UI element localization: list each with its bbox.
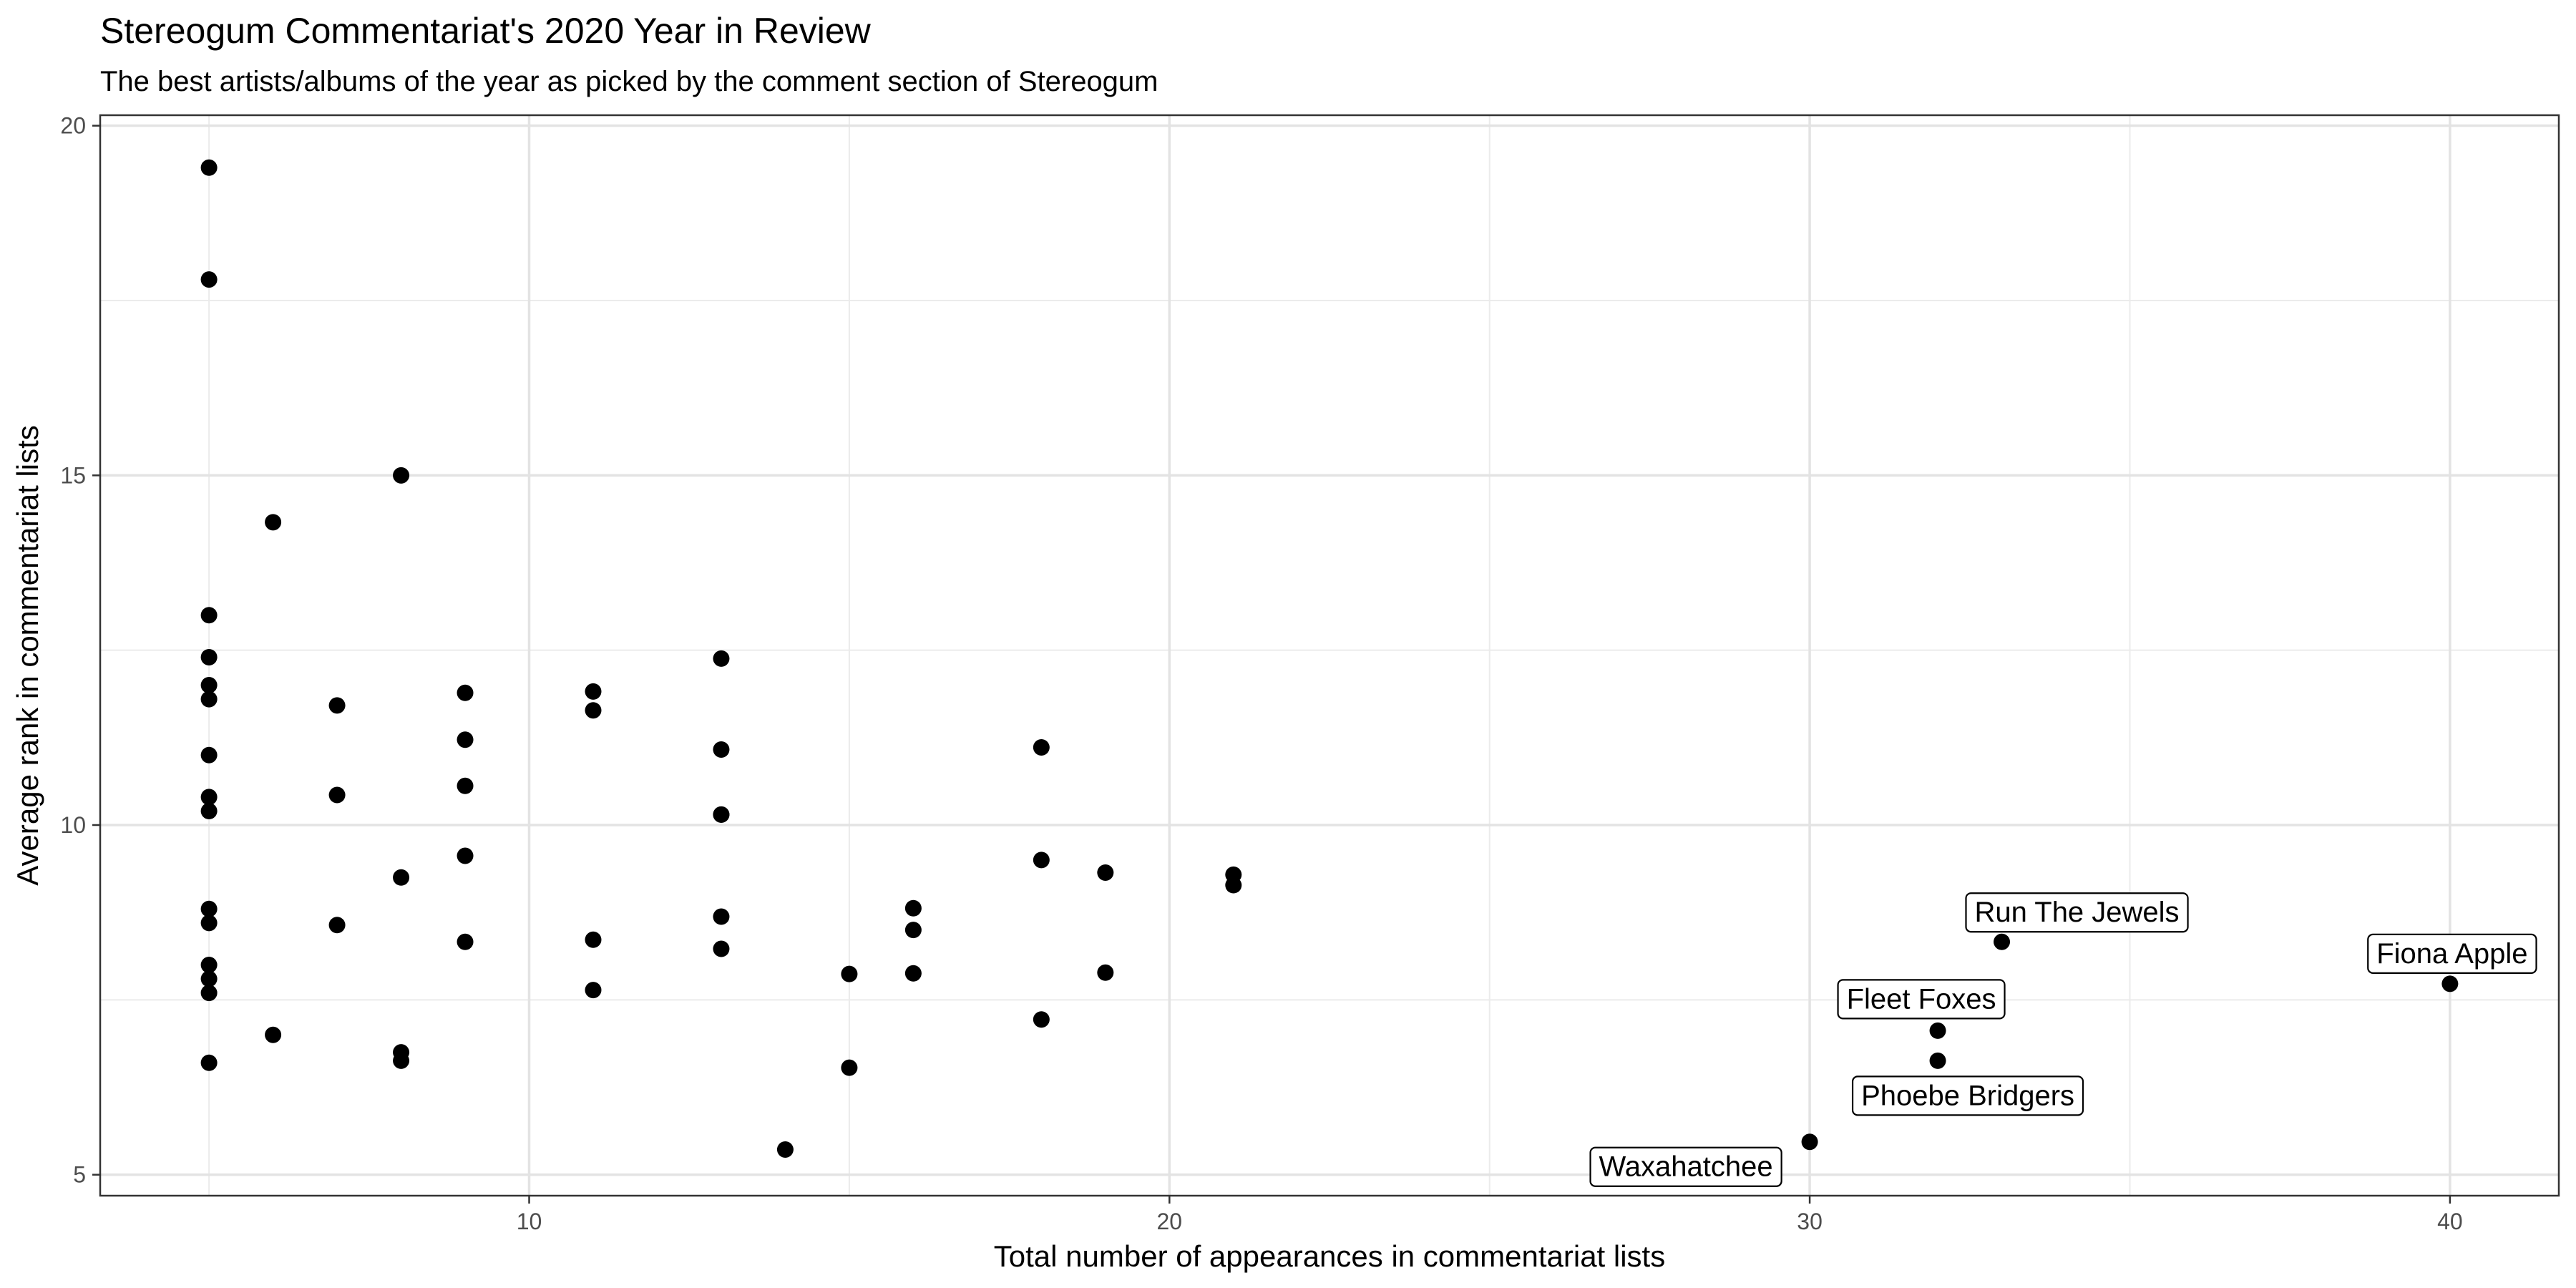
data-point [713,741,730,758]
data-point [328,697,346,714]
x-axis: 10 20 30 40 [517,1196,2463,1234]
labels-layer: Run The Jewels Fiona Apple Fleet Foxes Phoe… [1589,892,2537,1187]
data-point [585,702,602,719]
x-tick-label: 10 [517,1209,542,1234]
data-point [200,607,218,624]
data-point [200,691,218,708]
data-point [200,914,218,932]
y-tick-label: 5 [73,1162,86,1188]
data-point [393,467,410,484]
data-point [1033,1011,1050,1028]
data-point [904,965,922,982]
data-point [265,1026,282,1043]
data-point [200,159,218,176]
data-point [841,965,858,982]
data-point [328,917,346,934]
data-point [200,985,218,1002]
data-point [776,1141,794,1158]
y-axis-title: Average rank in commentariat lists [11,425,44,886]
point-label-box [1837,979,2006,1020]
data-point [457,731,474,748]
point-label: Run The Jewels [1965,892,2189,933]
point-label-text: Run The Jewels [1974,897,2179,928]
data-point [393,869,410,886]
data-point [393,1052,410,1069]
chart-subtitle: The best artists/albums of the year as p… [100,66,1158,97]
data-point [457,684,474,701]
point-label-box [1851,1075,2084,1116]
data-point [200,900,218,917]
data-point [713,806,730,823]
data-point [1033,739,1050,756]
point-label: Waxahatchee [1589,1146,1782,1187]
data-point [457,777,474,794]
data-point [265,514,282,531]
data-point [1929,1022,1946,1039]
data-point [200,789,218,806]
point-label-text: Phoebe Bridgers [1861,1080,2074,1111]
data-point [585,931,602,948]
data-point [585,683,602,700]
x-tick-label: 20 [1157,1209,1183,1234]
point-label: Fleet Foxes [1837,979,2006,1020]
data-point [1097,964,1114,981]
point-label-box [2367,933,2537,974]
data-point [200,648,218,665]
data-point [200,970,218,987]
point-label-text: Fleet Foxes [1847,983,1996,1015]
point-label-text: Waxahatchee [1599,1151,1773,1183]
data-point [713,940,730,957]
y-tick-label: 10 [60,812,86,838]
data-point [841,1059,858,1076]
data-point [200,271,218,288]
points-layer [200,159,2459,1158]
y-axis: 5 10 15 20 [60,113,100,1188]
grid-minor [100,115,2559,1196]
x-tick-label: 30 [1797,1209,1823,1234]
y-tick-label: 20 [60,113,86,139]
data-point [200,1054,218,1071]
point-label-box [1589,1146,1782,1187]
chart-title: Stereogum Commentariat's 2020 Year in Re… [100,11,872,51]
data-point [713,908,730,925]
data-point [457,847,474,864]
data-point [1929,1052,1946,1069]
data-point [200,746,218,763]
plot-panel [100,115,2559,1196]
point-label-box [1965,892,2189,933]
data-point [1225,877,1242,894]
data-point [713,650,730,667]
data-point [904,922,922,939]
data-point [1097,864,1114,881]
data-point [328,786,346,804]
data-point [904,899,922,917]
data-point [1801,1133,1818,1151]
data-point [2441,975,2459,992]
data-point [457,933,474,950]
x-tick-label: 40 [2437,1209,2463,1234]
point-label: Phoebe Bridgers [1851,1075,2084,1116]
grid-major [100,115,2559,1196]
data-point [200,802,218,819]
data-point [200,677,218,694]
data-point [1033,852,1050,869]
data-point [1994,933,2011,950]
panel-border [99,114,2560,1197]
y-tick-label: 15 [60,462,86,488]
point-label: Fiona Apple [2367,933,2537,974]
data-point [585,982,602,999]
point-label-text: Fiona Apple [2376,938,2527,970]
x-axis-title: Total number of appearances in commentar… [994,1239,1665,1273]
data-point [200,956,218,973]
